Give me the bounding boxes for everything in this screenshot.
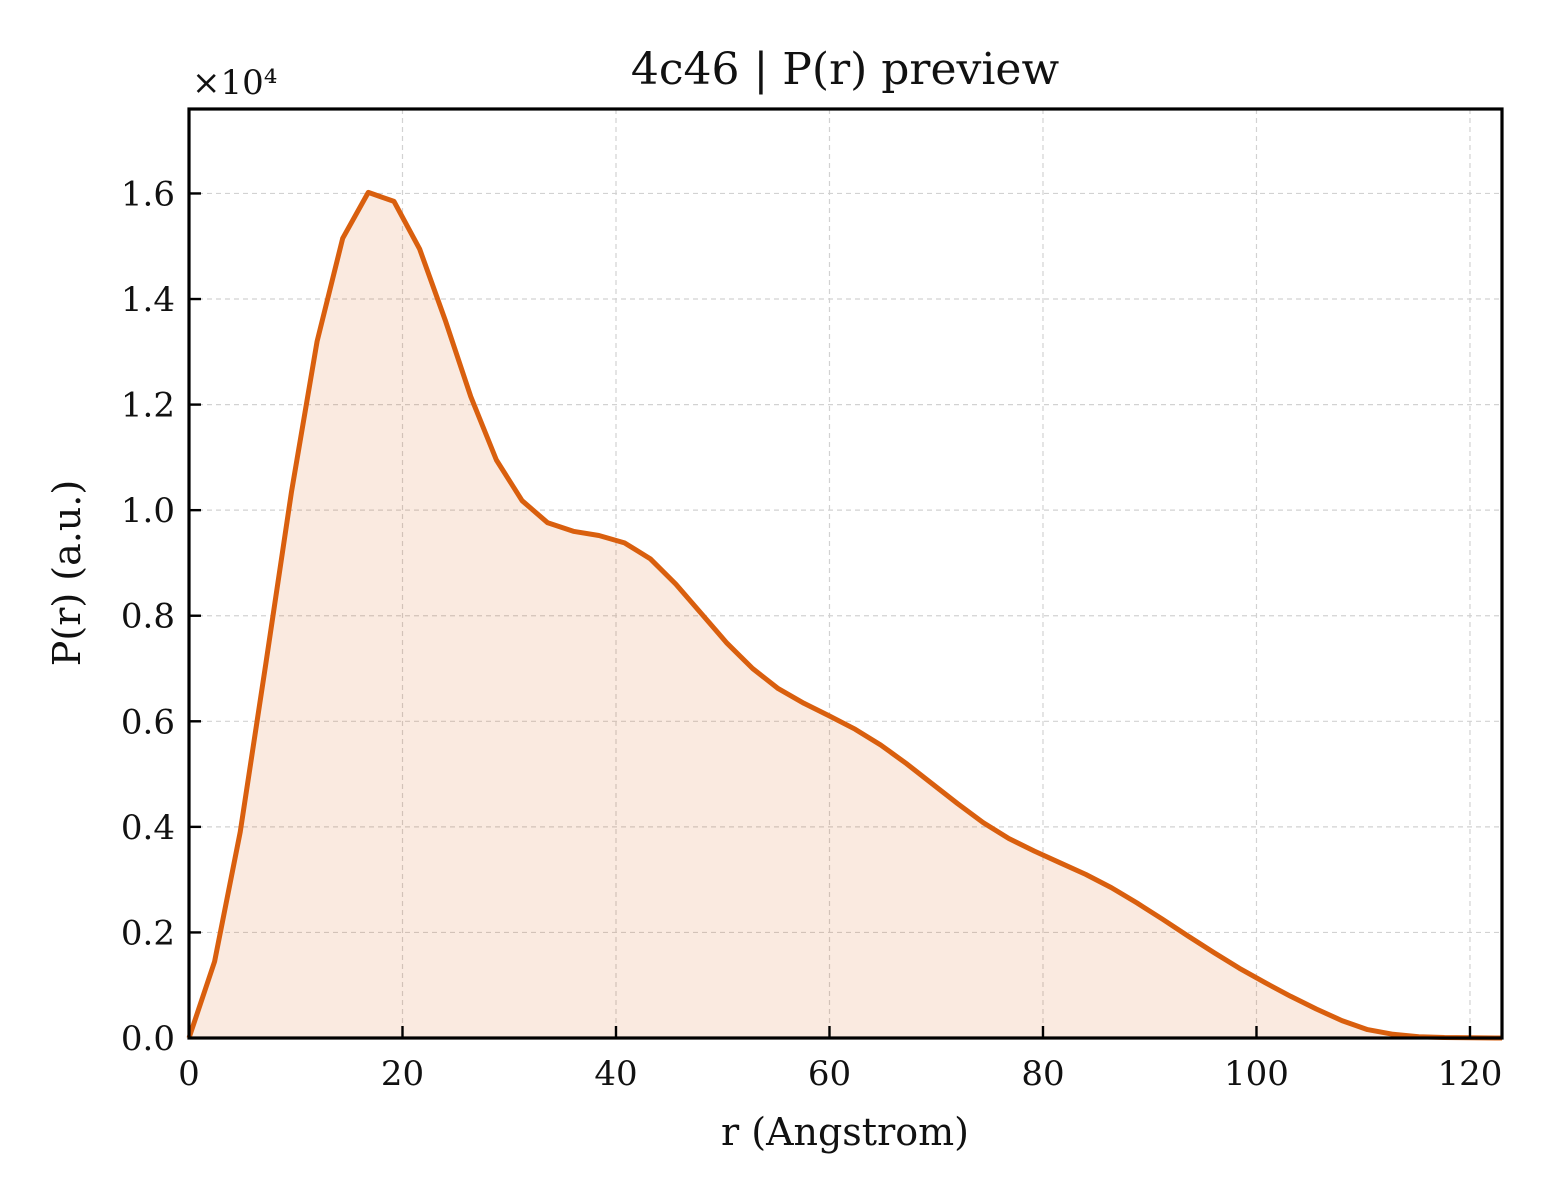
x-axis-label: r (Angstrom)	[721, 1110, 969, 1154]
y-axis-label: P(r) (a.u.)	[45, 480, 89, 666]
y-tick-label: 1.2	[121, 386, 175, 426]
plot-frame	[187, 107, 1504, 1040]
grid	[189, 109, 1502, 1038]
y-tick-label: 0.0	[121, 1019, 175, 1059]
ticks	[187, 192, 1472, 1040]
x-tick-label: 0	[178, 1054, 200, 1094]
x-tick-label: 40	[594, 1054, 637, 1094]
x-tick-label: 120	[1438, 1054, 1503, 1094]
y-tick-label: 1.4	[121, 280, 175, 320]
series-area-fill	[189, 192, 1502, 1038]
y-tick-label: 1.0	[121, 491, 175, 531]
y-tick-label: 0.2	[121, 913, 175, 953]
y-tick-labels: 0.0 0.2 0.4 0.6 0.8 1.0 1.2 1.4 1.6	[121, 174, 175, 1059]
x-tick-label: 100	[1224, 1054, 1289, 1094]
y-tick-label: 0.6	[121, 702, 175, 742]
y-tick-label: 1.6	[121, 174, 175, 214]
x-tick-labels: 0 20 40 60 80 100 120	[178, 1054, 1502, 1094]
y-axis-offset-label: ×10⁴	[192, 63, 277, 103]
series-line	[186, 189, 1502, 1041]
x-tick-label: 20	[381, 1054, 424, 1094]
y-tick-label: 0.8	[121, 597, 175, 637]
x-tick-label: 60	[808, 1054, 851, 1094]
y-tick-label: 0.4	[121, 808, 175, 848]
x-tick-label: 80	[1021, 1054, 1064, 1094]
chart-title: 4c46 | P(r) preview	[631, 44, 1060, 95]
